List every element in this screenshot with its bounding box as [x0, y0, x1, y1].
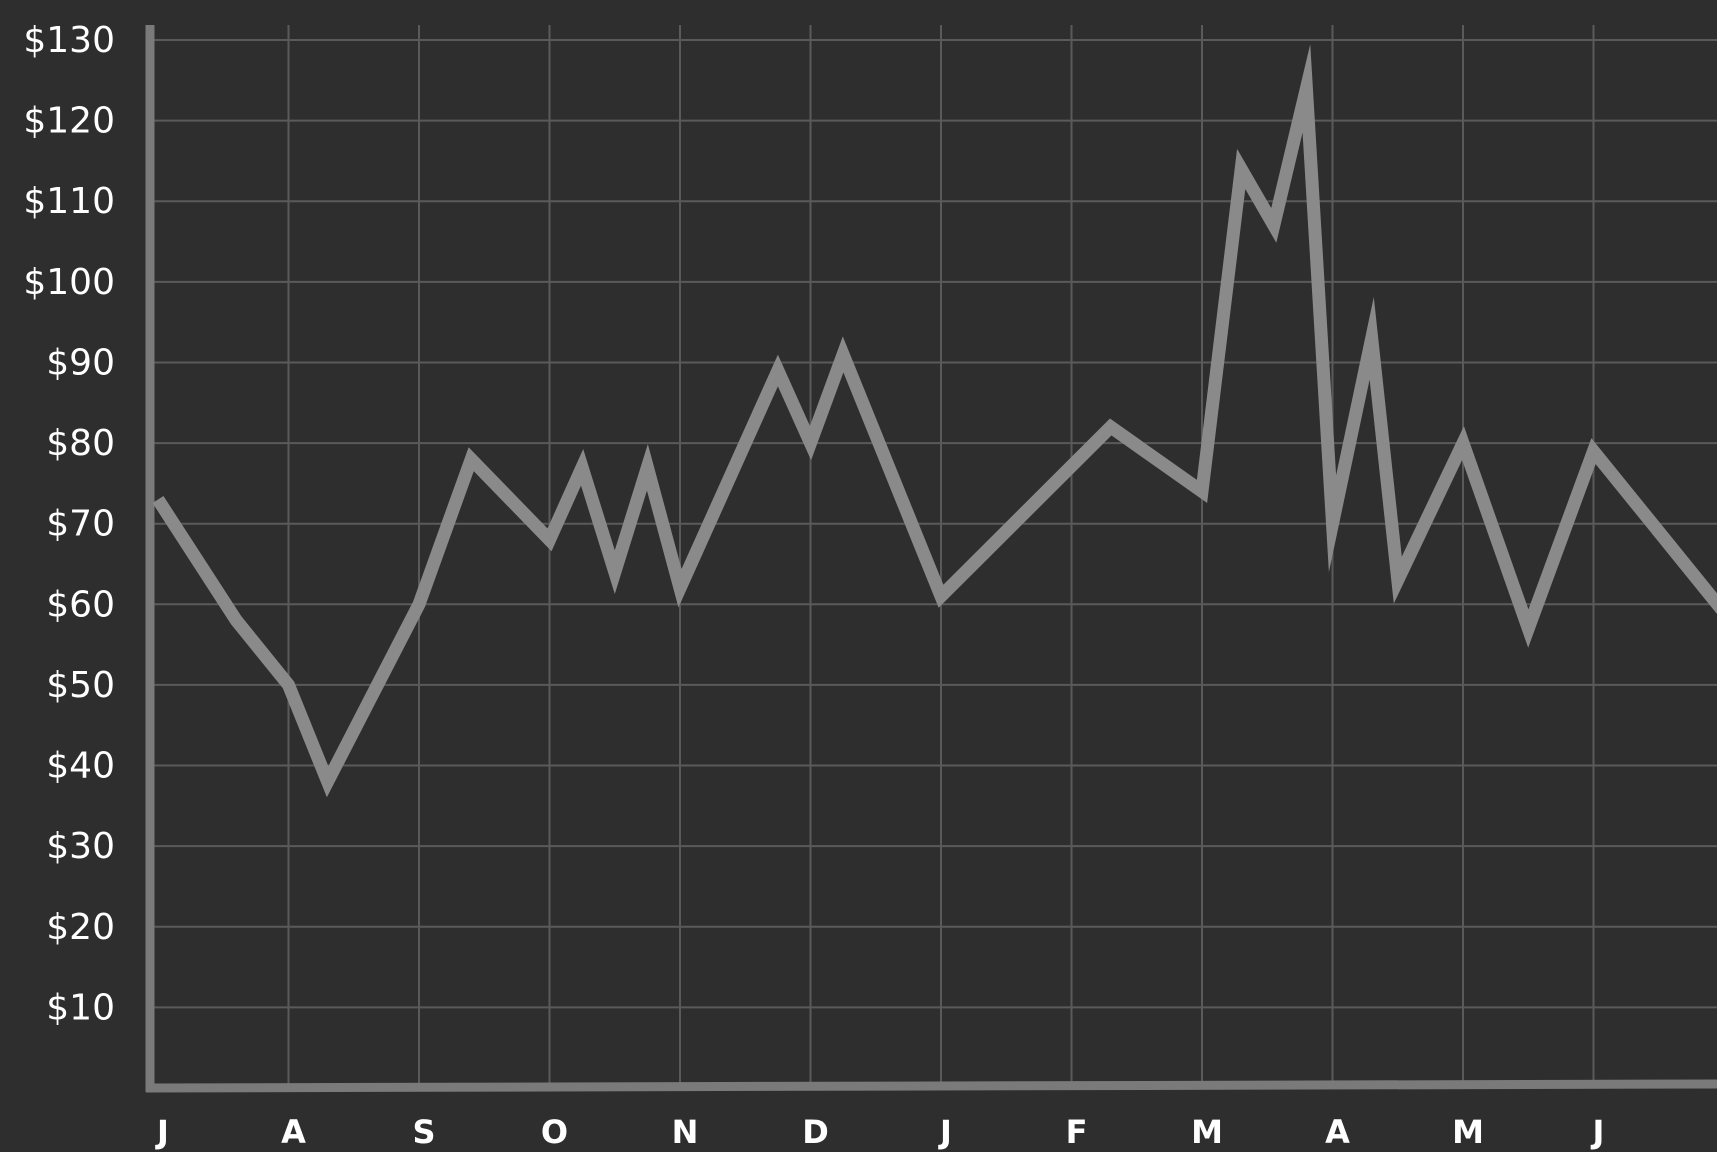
x-tick-label: J	[1591, 1113, 1605, 1151]
x-tick-label: M	[1191, 1113, 1223, 1151]
x-tick-label: D	[802, 1113, 829, 1151]
x-tick-label: J	[938, 1113, 952, 1151]
y-tick-label: $110	[23, 181, 115, 222]
x-tick-label: O	[541, 1113, 568, 1151]
grid	[150, 25, 1717, 1088]
y-tick-label: $60	[46, 584, 115, 625]
x-tick-label: A	[281, 1113, 306, 1151]
x-tick-label: F	[1066, 1113, 1088, 1151]
y-axis-labels: $10 $20 $30 $40 $50 $60 $70 $80 $90 $100 $110 $120 $…	[23, 20, 115, 1028]
x-tick-label: A	[1325, 1113, 1350, 1151]
x-tick-label: M	[1452, 1113, 1484, 1151]
y-tick-label: $130	[23, 20, 115, 61]
x-tick-label: S	[412, 1113, 435, 1151]
y-tick-label: $80	[46, 423, 115, 464]
y-tick-label: $30	[46, 826, 115, 867]
x-tick-label: J	[155, 1113, 169, 1151]
y-tick-label: $120	[23, 101, 115, 142]
y-tick-label: $10	[46, 987, 115, 1028]
axes	[145, 25, 1717, 1093]
x-axis-line	[145, 1079, 1717, 1093]
y-tick-label: $20	[46, 907, 115, 948]
y-tick-label: $100	[23, 262, 115, 303]
y-tick-label: $40	[46, 746, 115, 787]
y-tick-label: $90	[46, 342, 115, 383]
price-line	[152, 44, 1717, 798]
series-group	[152, 44, 1717, 798]
x-tick-label: N	[672, 1113, 699, 1151]
y-tick-label: $50	[46, 665, 115, 706]
y-tick-label: $70	[46, 504, 115, 545]
x-axis-labels: JASONDJFMAMJJ	[155, 1113, 1605, 1151]
